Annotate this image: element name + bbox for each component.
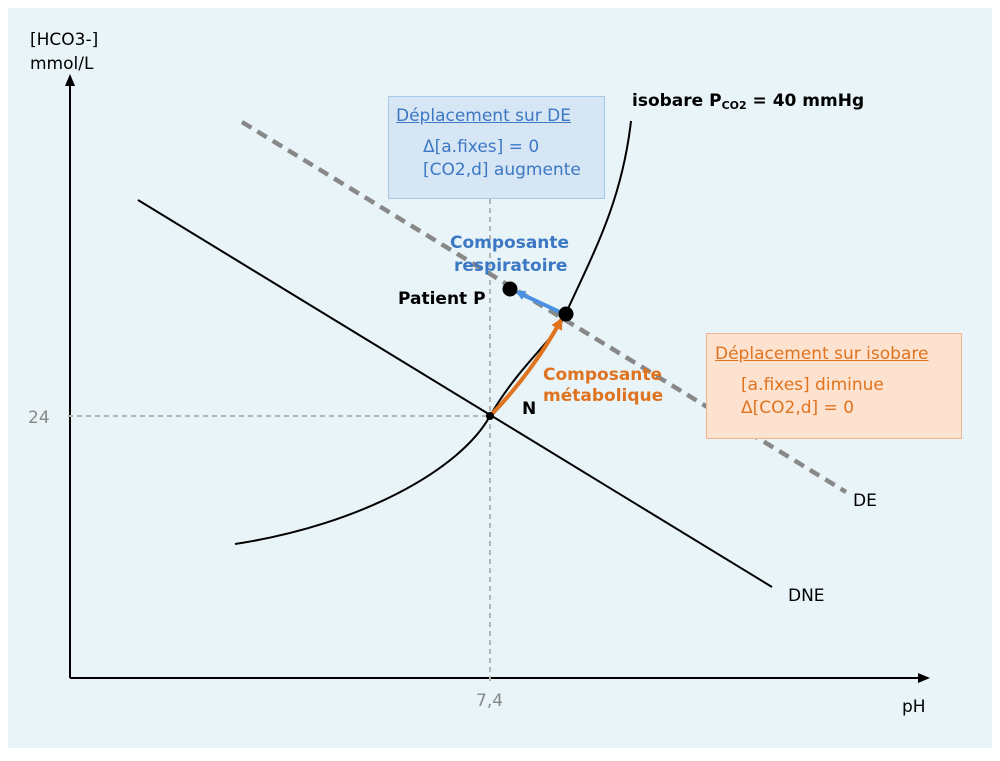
y-axis-label-line2: mmol/L xyxy=(30,54,94,74)
de-box-line2: [CO2,d] augmente xyxy=(423,160,581,180)
metabolic-component-label-line1: Composante xyxy=(543,365,662,385)
metabolic-arrow xyxy=(490,317,563,416)
point-patient-p xyxy=(502,281,518,297)
isobare-label-sub: CO2 xyxy=(722,99,747,112)
de-displacement-box: Déplacement sur DE Δ[a.fixes] = 0 [CO2,d… xyxy=(388,96,605,199)
respiratory-component-label-line1: Composante xyxy=(450,233,569,253)
isobare-displacement-box: Déplacement sur isobare [a.fixes] diminu… xyxy=(706,333,962,439)
de-box-title: Déplacement sur DE xyxy=(396,106,572,126)
respiratory-component-label-line2: respiratoire xyxy=(454,256,567,276)
x-axis-label: pH xyxy=(902,697,926,717)
metabolic-component-label-line2: métabolique xyxy=(543,386,663,406)
point-n xyxy=(486,412,494,420)
dne-label: DNE xyxy=(788,586,825,606)
point-intersection xyxy=(558,306,574,322)
de-box-line1: Δ[a.fixes] = 0 xyxy=(423,137,540,157)
isobare-label: isobare PCO2 = 40 mmHg xyxy=(632,91,864,112)
de-line xyxy=(240,120,848,494)
isobare-box-line1: [a.fixes] diminue xyxy=(741,375,884,395)
isobare-box-line2: Δ[CO2,d] = 0 xyxy=(741,398,855,418)
isobare-box-title: Déplacement sur isobare xyxy=(715,344,929,364)
isobare-label-prefix: isobare P xyxy=(632,91,722,111)
isobare-label-suffix: = 40 mmHg xyxy=(747,91,864,111)
de-label: DE xyxy=(853,491,877,511)
y-tick-24: 24 xyxy=(28,408,50,428)
x-tick-7-4: 7,4 xyxy=(476,691,503,711)
dne-line xyxy=(137,199,773,588)
y-axis-label-line1: [HCO3-] xyxy=(30,30,98,50)
respiratory-arrow xyxy=(515,290,563,315)
patient-p-label: Patient P xyxy=(398,289,486,309)
point-n-label: N xyxy=(522,399,536,419)
isobare-curve xyxy=(234,120,632,545)
